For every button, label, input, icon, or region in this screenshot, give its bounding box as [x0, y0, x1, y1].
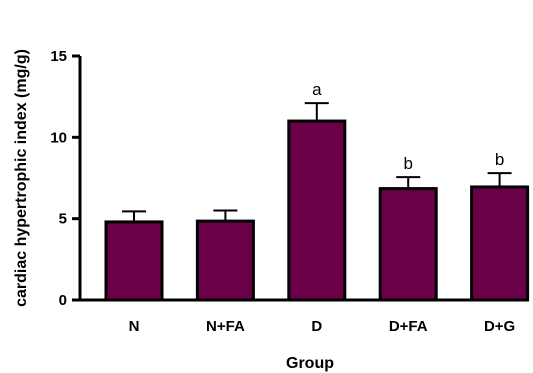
bars-layer [104, 119, 530, 302]
ticks-layer: N N+FA D D+FA D+G 0 5 10 15 [50, 48, 515, 335]
error-bar-n [122, 210, 146, 222]
x-tick-label: N+FA [206, 318, 245, 335]
bar-n-plus-fa [195, 219, 255, 302]
bar-d-plus-g [470, 185, 530, 302]
error-bar-d-plus-g [487, 172, 512, 187]
bar-n [104, 220, 164, 302]
y-axis-title: cardiac hypertrophic index (mg/g) [13, 49, 30, 307]
x-tick-label: D+FA [389, 318, 428, 335]
error-bar-n-plus-fa [213, 209, 238, 222]
y-tick-label: 0 [59, 292, 67, 309]
significance-labels-layer: a b b [312, 80, 504, 173]
error-bar-d-plus-fa [396, 176, 421, 189]
x-tick-label: N [129, 318, 140, 335]
axes-layer [72, 54, 525, 302]
x-axis-title: Group [286, 355, 334, 372]
x-tick-label: D+G [484, 318, 515, 335]
significance-label-d: a [312, 80, 322, 99]
significance-label-d-plus-g: b [495, 150, 504, 169]
y-tick-label: 5 [59, 211, 67, 228]
x-tick-label: D [311, 318, 322, 335]
y-tick-label: 10 [50, 129, 67, 146]
y-tick-label: 15 [50, 48, 67, 65]
error-bar-d [304, 102, 329, 122]
significance-label-d-plus-fa: b [403, 154, 412, 173]
bar-d [287, 119, 347, 302]
error-bars-layer [122, 102, 512, 222]
bar-d-plus-fa [378, 187, 438, 302]
